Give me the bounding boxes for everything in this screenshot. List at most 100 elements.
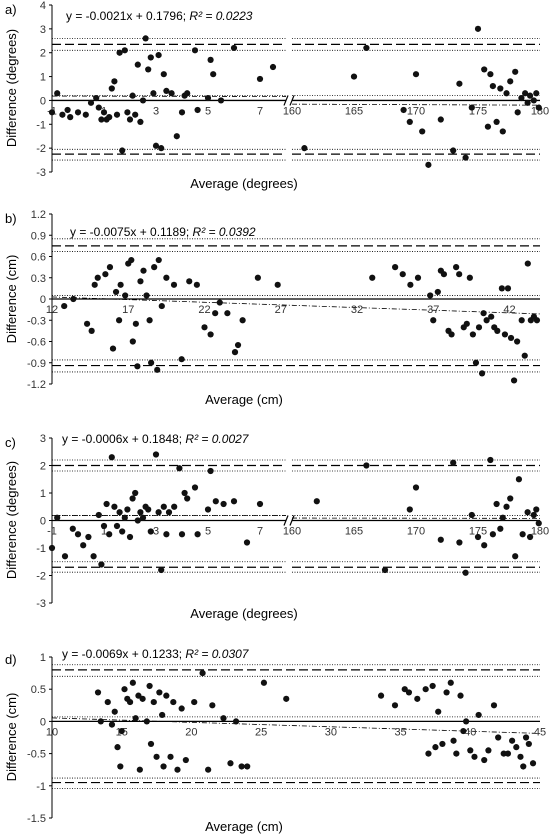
data-point <box>489 531 496 538</box>
data-point <box>186 278 193 285</box>
data-point <box>152 142 160 149</box>
data-point <box>132 320 139 327</box>
data-point <box>54 90 61 97</box>
data-point <box>498 285 505 292</box>
y-tick-label: -0.9 <box>27 358 46 370</box>
y-tick-label: 0.9 <box>31 230 46 242</box>
data-point <box>487 71 494 78</box>
data-point <box>137 509 144 516</box>
data-point <box>274 281 281 288</box>
data-point <box>406 506 413 513</box>
regression-equation: y = -0.0075x + 0.1189; R² = 0.0392 <box>70 225 256 239</box>
data-point <box>126 116 134 123</box>
data-point <box>173 133 180 140</box>
data-point <box>521 352 528 359</box>
data-point <box>91 281 98 288</box>
data-point <box>525 740 532 748</box>
data-point <box>106 531 113 538</box>
data-point <box>463 718 470 725</box>
data-point <box>147 740 155 748</box>
data-point <box>106 264 114 271</box>
data-point <box>518 317 525 324</box>
x-tick-label: 170 <box>407 526 425 538</box>
data-point <box>118 727 125 735</box>
data-point <box>524 99 531 106</box>
data-point <box>475 711 482 719</box>
data-point <box>425 750 432 757</box>
x-axis-label: Average (degrees) <box>190 176 297 191</box>
data-point <box>146 317 153 324</box>
data-point <box>406 118 413 125</box>
data-point <box>121 686 128 693</box>
data-point <box>147 54 154 61</box>
data-point <box>121 47 128 54</box>
x-tick-label: 37 <box>427 304 439 316</box>
data-point <box>400 106 407 114</box>
data-point <box>497 85 504 92</box>
data-point <box>392 264 399 271</box>
data-point <box>106 114 113 121</box>
data-point <box>462 154 469 161</box>
data-point <box>504 285 512 292</box>
y-tick-label: 2 <box>40 461 46 473</box>
data-point <box>457 692 464 699</box>
axis-break-mark <box>289 95 295 106</box>
data-point <box>170 698 177 706</box>
data-point <box>485 747 492 754</box>
trend-line <box>51 717 541 734</box>
data-point <box>129 495 136 502</box>
data-point <box>448 331 455 338</box>
data-point <box>117 763 124 770</box>
data-point <box>155 52 162 59</box>
data-point <box>450 147 457 154</box>
data-point <box>134 517 141 524</box>
panel-label: c) <box>5 435 16 450</box>
data-point <box>116 49 123 56</box>
data-point <box>87 99 95 106</box>
data-point <box>121 514 128 521</box>
y-axis-label: Difference (cm) <box>4 255 19 344</box>
data-point <box>529 760 537 767</box>
data-point <box>301 145 308 152</box>
data-point <box>518 94 525 102</box>
x-tick-label: 42 <box>503 304 515 316</box>
data-point <box>209 702 216 709</box>
data-point <box>469 331 476 338</box>
data-point <box>103 500 110 508</box>
axis-break-mark <box>283 515 289 526</box>
x-tick-label: 160 <box>283 105 301 117</box>
data-point <box>154 366 161 373</box>
data-point <box>160 503 167 510</box>
data-point <box>212 498 219 505</box>
data-point <box>108 721 116 728</box>
data-point <box>139 514 147 521</box>
data-point <box>126 698 134 706</box>
data-point <box>94 274 101 281</box>
data-point <box>135 692 142 699</box>
data-point <box>163 274 170 281</box>
y-tick-label: -0.5 <box>27 749 46 761</box>
x-tick-label: 7 <box>257 105 263 117</box>
data-point <box>178 705 185 712</box>
y-tick-label: -2 <box>36 143 46 155</box>
data-point <box>139 695 146 702</box>
data-point <box>468 104 475 111</box>
regression-equation: y = -0.0006x + 0.1848; R² = 0.0027 <box>62 432 250 446</box>
data-point <box>111 78 118 85</box>
data-point <box>447 679 454 686</box>
data-point <box>122 292 129 299</box>
data-point <box>113 111 121 118</box>
data-point <box>484 123 492 130</box>
x-tick-label: 165 <box>345 526 363 538</box>
data-point <box>520 763 527 770</box>
data-point <box>136 766 143 773</box>
x-tick-label: 17 <box>122 304 134 316</box>
data-point <box>501 331 509 338</box>
data-point <box>499 128 506 135</box>
data-point <box>194 106 201 114</box>
data-point <box>483 317 490 324</box>
data-point <box>230 44 238 52</box>
data-point <box>422 686 429 693</box>
